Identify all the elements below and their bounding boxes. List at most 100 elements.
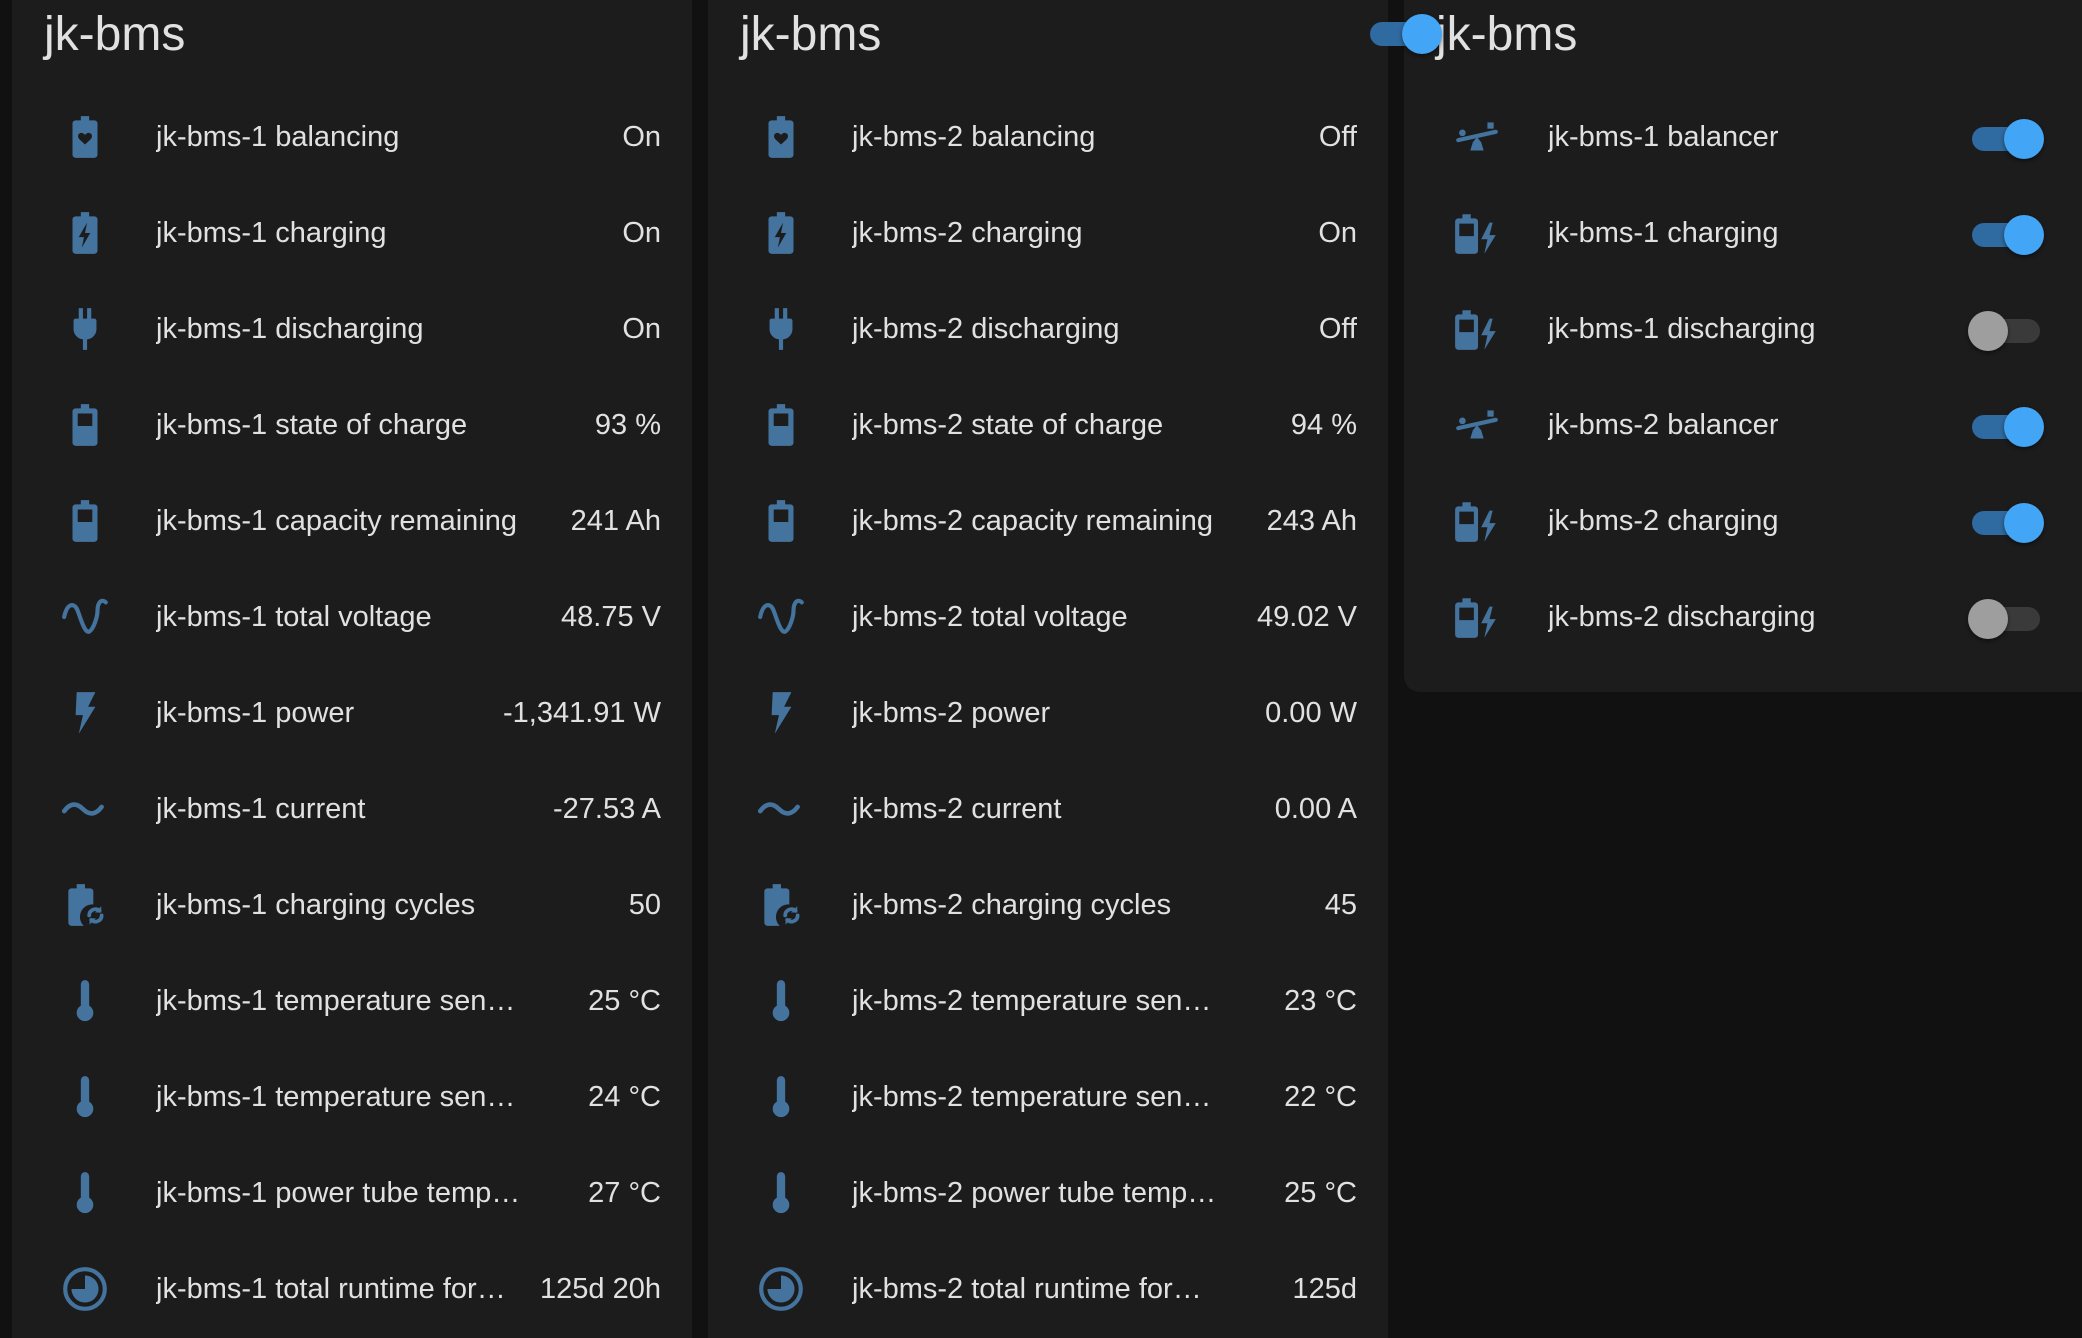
entity-row[interactable]: jk-bms-1 power tube temperature 27 °C [12, 1145, 692, 1241]
battery-charging-icon [756, 208, 806, 258]
entity-name: jk-bms-2 discharging [852, 313, 1120, 345]
entity-row[interactable]: jk-bms-2 balancing Off [708, 89, 1388, 185]
battery-bolt-icon [1452, 208, 1502, 258]
switch-toggle[interactable] [1968, 119, 2044, 159]
switch-thumb [1968, 599, 2008, 639]
entity-row[interactable]: jk-bms-2 charging [1404, 473, 2082, 569]
entity-name: jk-bms-2 discharging [1548, 601, 1816, 633]
switch-thumb [2004, 503, 2044, 543]
entity-row[interactable]: jk-bms-1 capacity remaining 241 Ah [12, 473, 692, 569]
seesaw-icon [1452, 400, 1502, 450]
entity-name: jk-bms-2 power tube temperature [852, 1177, 1222, 1209]
switch-toggle[interactable] [1968, 215, 2044, 255]
entity-row[interactable]: jk-bms-1 state of charge 93 % [12, 377, 692, 473]
entity-state: 125d 20h [540, 1273, 661, 1305]
entity-row[interactable]: jk-bms-2 temperature sensor 1 23 °C [708, 953, 1388, 1049]
entity-row[interactable]: jk-bms-1 total voltage 48.75 V [12, 569, 692, 665]
thermometer-icon [756, 1168, 806, 1218]
entity-name: jk-bms-2 temperature sensor 1 [852, 985, 1222, 1017]
entity-name: jk-bms-1 total runtime formatted [156, 1273, 526, 1305]
entity-row[interactable]: jk-bms-2 state of charge 94 % [708, 377, 1388, 473]
entity-state: 0.00 A [1274, 793, 1357, 825]
entity-row[interactable]: jk-bms-2 temperature sensor 2 22 °C [708, 1049, 1388, 1145]
entity-name: jk-bms-2 charging cycles [852, 889, 1172, 921]
entity-list: jk-bms-2 balancing Off jk-bms-2 charging On… [708, 89, 1388, 1337]
entity-row[interactable]: jk-bms-1 charging [1404, 185, 2082, 281]
entity-state: 0.00 W [1265, 697, 1357, 729]
entity-name: jk-bms-1 charging cycles [156, 889, 476, 921]
toggle-all-switch[interactable] [1366, 14, 1442, 54]
entity-row[interactable]: jk-bms-1 discharging On [12, 281, 692, 377]
entity-state: 25 °C [588, 985, 661, 1017]
entity-name: jk-bms-2 current [852, 793, 1062, 825]
entity-name: jk-bms-1 capacity remaining [156, 505, 518, 537]
entity-state: 25 °C [1284, 1177, 1357, 1209]
entity-state: On [1318, 217, 1357, 249]
entity-list: jk-bms-1 balancer jk-bms-1 charging jk-bms… [1404, 89, 2082, 665]
entity-name: jk-bms-2 balancer [1548, 409, 1779, 441]
entity-row[interactable]: jk-bms-2 capacity remaining 243 Ah [708, 473, 1388, 569]
entity-row[interactable]: jk-bms-2 total runtime formatted 125d [708, 1241, 1388, 1337]
entity-row[interactable]: jk-bms-2 balancer [1404, 377, 2082, 473]
switch-toggle[interactable] [1968, 599, 2044, 639]
switch-toggle[interactable] [1968, 503, 2044, 543]
entity-state: 93 % [594, 409, 661, 441]
entities-card-jk-bms-2: jk-bms jk-bms-2 balancing Off jk-bms-2 cha… [708, 0, 1388, 1338]
thermometer-icon [756, 976, 806, 1026]
entity-row[interactable]: jk-bms-1 balancer [1404, 89, 2082, 185]
entity-name: jk-bms-2 charging [852, 217, 1083, 249]
entity-row[interactable]: jk-bms-1 power -1,341.91 W [12, 665, 692, 761]
entity-name: jk-bms-2 balancing [852, 121, 1096, 153]
entity-row[interactable]: jk-bms-1 balancing On [12, 89, 692, 185]
entity-row[interactable]: jk-bms-2 discharging Off [708, 281, 1388, 377]
switch-toggle[interactable] [1968, 407, 2044, 447]
entity-name: jk-bms-1 charging [1548, 217, 1779, 249]
entity-row[interactable]: jk-bms-1 charging On [12, 185, 692, 281]
battery-charging-icon [60, 208, 110, 258]
entity-row[interactable]: jk-bms-2 power tube temperature 25 °C [708, 1145, 1388, 1241]
battery-heart-icon [756, 112, 806, 162]
entity-row[interactable]: jk-bms-1 total runtime formatted 125d 20h [12, 1241, 692, 1337]
battery-icon [756, 496, 806, 546]
clock-icon [60, 1264, 110, 1314]
entity-name: jk-bms-1 temperature sensor 1 [156, 985, 526, 1017]
entity-state: 49.02 V [1257, 601, 1357, 633]
entity-name: jk-bms-2 total voltage [852, 601, 1128, 633]
entity-state: 23 °C [1284, 985, 1357, 1017]
switch-thumb [1968, 311, 2008, 351]
entity-name: jk-bms-1 current [156, 793, 366, 825]
thermometer-icon [756, 1072, 806, 1122]
entity-state: -27.53 A [552, 793, 661, 825]
entity-name: jk-bms-1 total voltage [156, 601, 432, 633]
entity-state: -1,341.91 W [503, 697, 661, 729]
switch-thumb [2004, 407, 2044, 447]
battery-bolt-icon [1452, 592, 1502, 642]
sine-wave-icon [756, 592, 806, 642]
entity-name: jk-bms-1 temperature sensor 2 [156, 1081, 526, 1113]
entity-row[interactable]: jk-bms-2 charging On [708, 185, 1388, 281]
entity-state: 94 % [1290, 409, 1357, 441]
battery-sync-icon [756, 880, 806, 930]
entity-name: jk-bms-1 balancing [156, 121, 400, 153]
entity-state: On [622, 121, 661, 153]
entity-name: jk-bms-1 balancer [1548, 121, 1779, 153]
entity-state: On [622, 313, 661, 345]
entity-name: jk-bms-2 charging [1548, 505, 1779, 537]
entity-state: 243 Ah [1266, 505, 1357, 537]
entity-row[interactable]: jk-bms-2 discharging [1404, 569, 2082, 665]
entity-state: 125d [1292, 1273, 1357, 1305]
entity-row[interactable]: jk-bms-1 discharging [1404, 281, 2082, 377]
entity-row[interactable]: jk-bms-2 power 0.00 W [708, 665, 1388, 761]
entity-row[interactable]: jk-bms-1 temperature sensor 1 25 °C [12, 953, 692, 1049]
entity-row[interactable]: jk-bms-2 current 0.00 A [708, 761, 1388, 857]
battery-bolt-icon [1452, 496, 1502, 546]
entity-row[interactable]: jk-bms-1 current -27.53 A [12, 761, 692, 857]
entity-row[interactable]: jk-bms-2 charging cycles 45 [708, 857, 1388, 953]
entities-card-jk-bms-1: jk-bms jk-bms-1 balancing On jk-bms-1 char… [12, 0, 692, 1338]
switch-toggle[interactable] [1968, 311, 2044, 351]
entity-row[interactable]: jk-bms-1 charging cycles 50 [12, 857, 692, 953]
entity-name: jk-bms-1 discharging [1548, 313, 1816, 345]
entity-row[interactable]: jk-bms-2 total voltage 49.02 V [708, 569, 1388, 665]
entity-row[interactable]: jk-bms-1 temperature sensor 2 24 °C [12, 1049, 692, 1145]
lightning-bolt-icon [60, 688, 110, 738]
